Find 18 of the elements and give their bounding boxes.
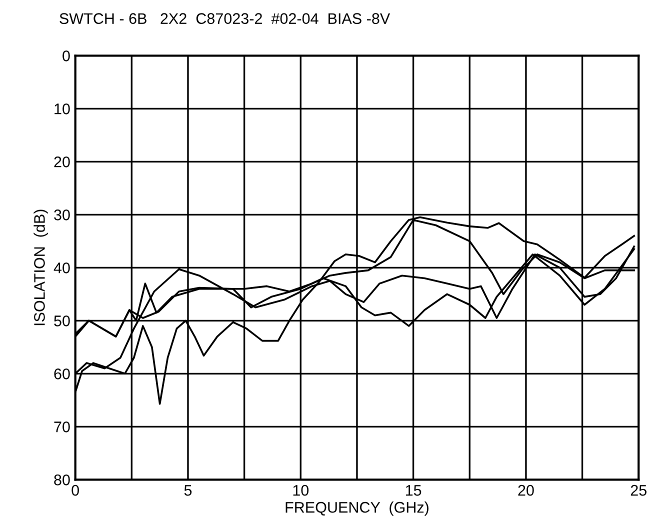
x-tick-label: 0 xyxy=(72,484,79,496)
x-tick-label: 20 xyxy=(518,484,534,496)
y-tick-label: 40 xyxy=(54,262,70,274)
y-tick-label: 0 xyxy=(62,50,70,62)
x-tick-label: 10 xyxy=(293,484,309,496)
y-tick-label: 70 xyxy=(54,422,70,432)
chart-title: SWTCH - 6B 2X2 C87023-2 #02-04 BIAS -8V xyxy=(60,13,390,24)
y-tick-label: 50 xyxy=(54,316,70,326)
y-tick-label: 80 xyxy=(54,474,70,486)
x-axis-title: FREQUENCY (GHz) xyxy=(286,502,428,516)
x-tick-label: 5 xyxy=(184,485,192,496)
y-tick-label: 10 xyxy=(54,104,70,114)
y-axis-title: ISOLATION (dB) xyxy=(34,210,48,326)
y-tick-label: 20 xyxy=(54,156,70,168)
y-tick-label: 30 xyxy=(54,210,70,220)
y-tick-label: 60 xyxy=(54,368,70,380)
x-tick-label: 25 xyxy=(630,484,646,496)
x-tick-label: 15 xyxy=(406,485,422,496)
